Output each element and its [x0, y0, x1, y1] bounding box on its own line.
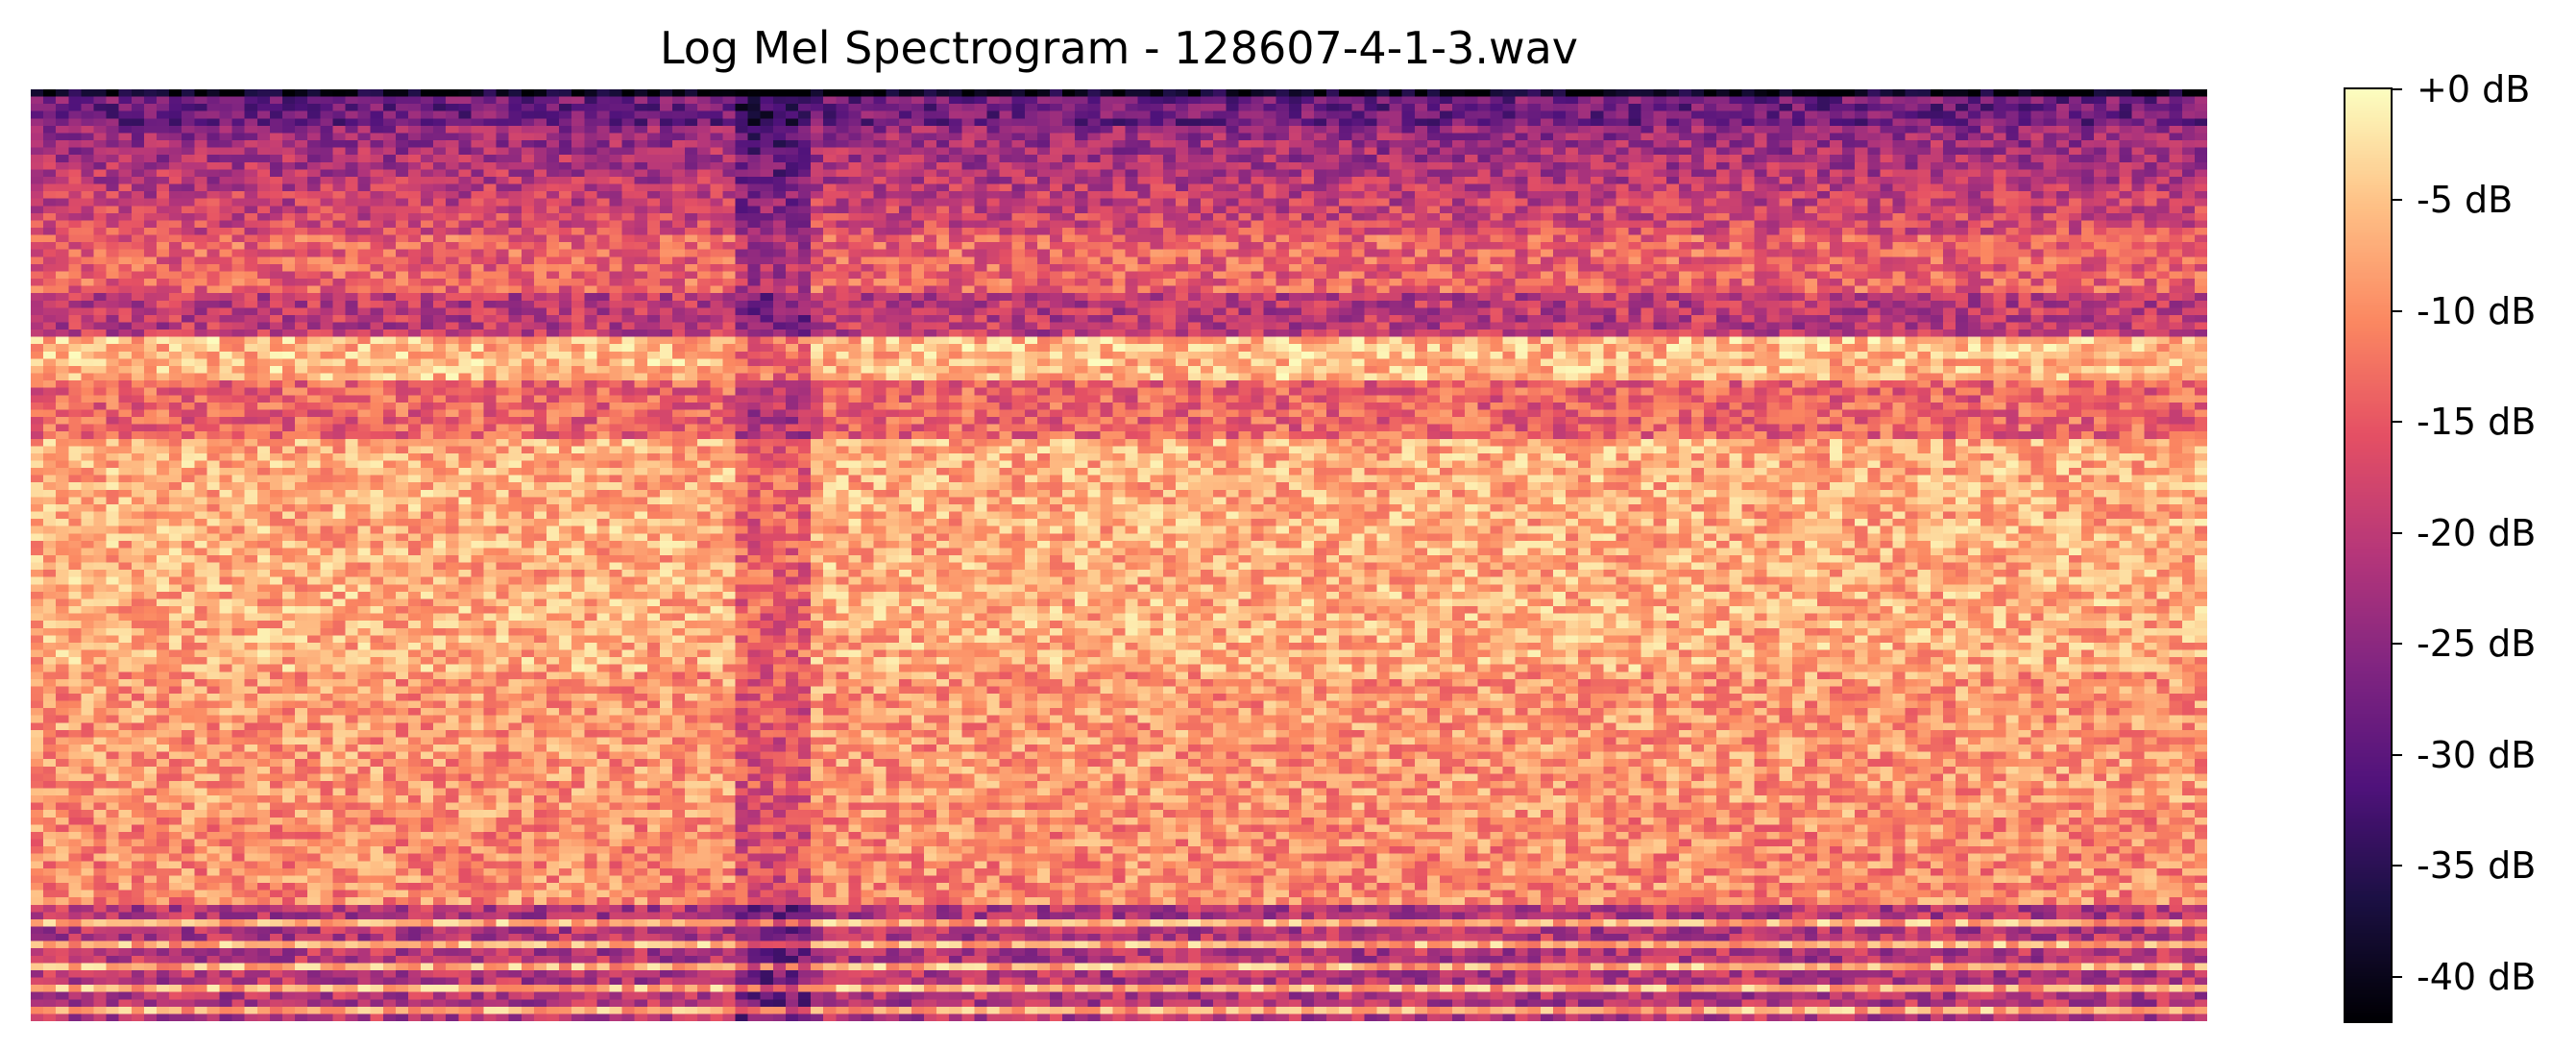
colorbar-tick-label: -20 dB: [2417, 511, 2537, 554]
colorbar-tick-label: -10 dB: [2417, 289, 2537, 332]
colorbar-tick: [2391, 421, 2402, 424]
colorbar-tick-label: -40 dB: [2417, 955, 2537, 998]
colorbar-tick-label: -25 dB: [2417, 623, 2537, 666]
colorbar-tick: [2391, 975, 2402, 978]
colorbar-tick-label: -35 dB: [2417, 844, 2537, 888]
colorbar-tick-label: +0 dB: [2417, 68, 2531, 110]
colorbar-tick: [2391, 309, 2402, 312]
colorbar-tick: [2391, 531, 2402, 534]
colorbar-tick: [2391, 199, 2402, 202]
spectrogram-heatmap: [31, 89, 2207, 1021]
colorbar-tick-label: -30 dB: [2417, 733, 2537, 776]
colorbar-tick: [2391, 753, 2402, 756]
colorbar-tick: [2391, 865, 2402, 867]
colorbar-gradient: [2345, 89, 2391, 1021]
colorbar-tick: [2391, 88, 2402, 90]
colorbar-tick-label: -15 dB: [2417, 401, 2537, 444]
chart-title: Log Mel Spectrogram - 128607-4-1-3.wav: [659, 22, 1579, 74]
colorbar-tick: [2391, 643, 2402, 646]
colorbar-tick-label: -5 dB: [2417, 179, 2514, 222]
